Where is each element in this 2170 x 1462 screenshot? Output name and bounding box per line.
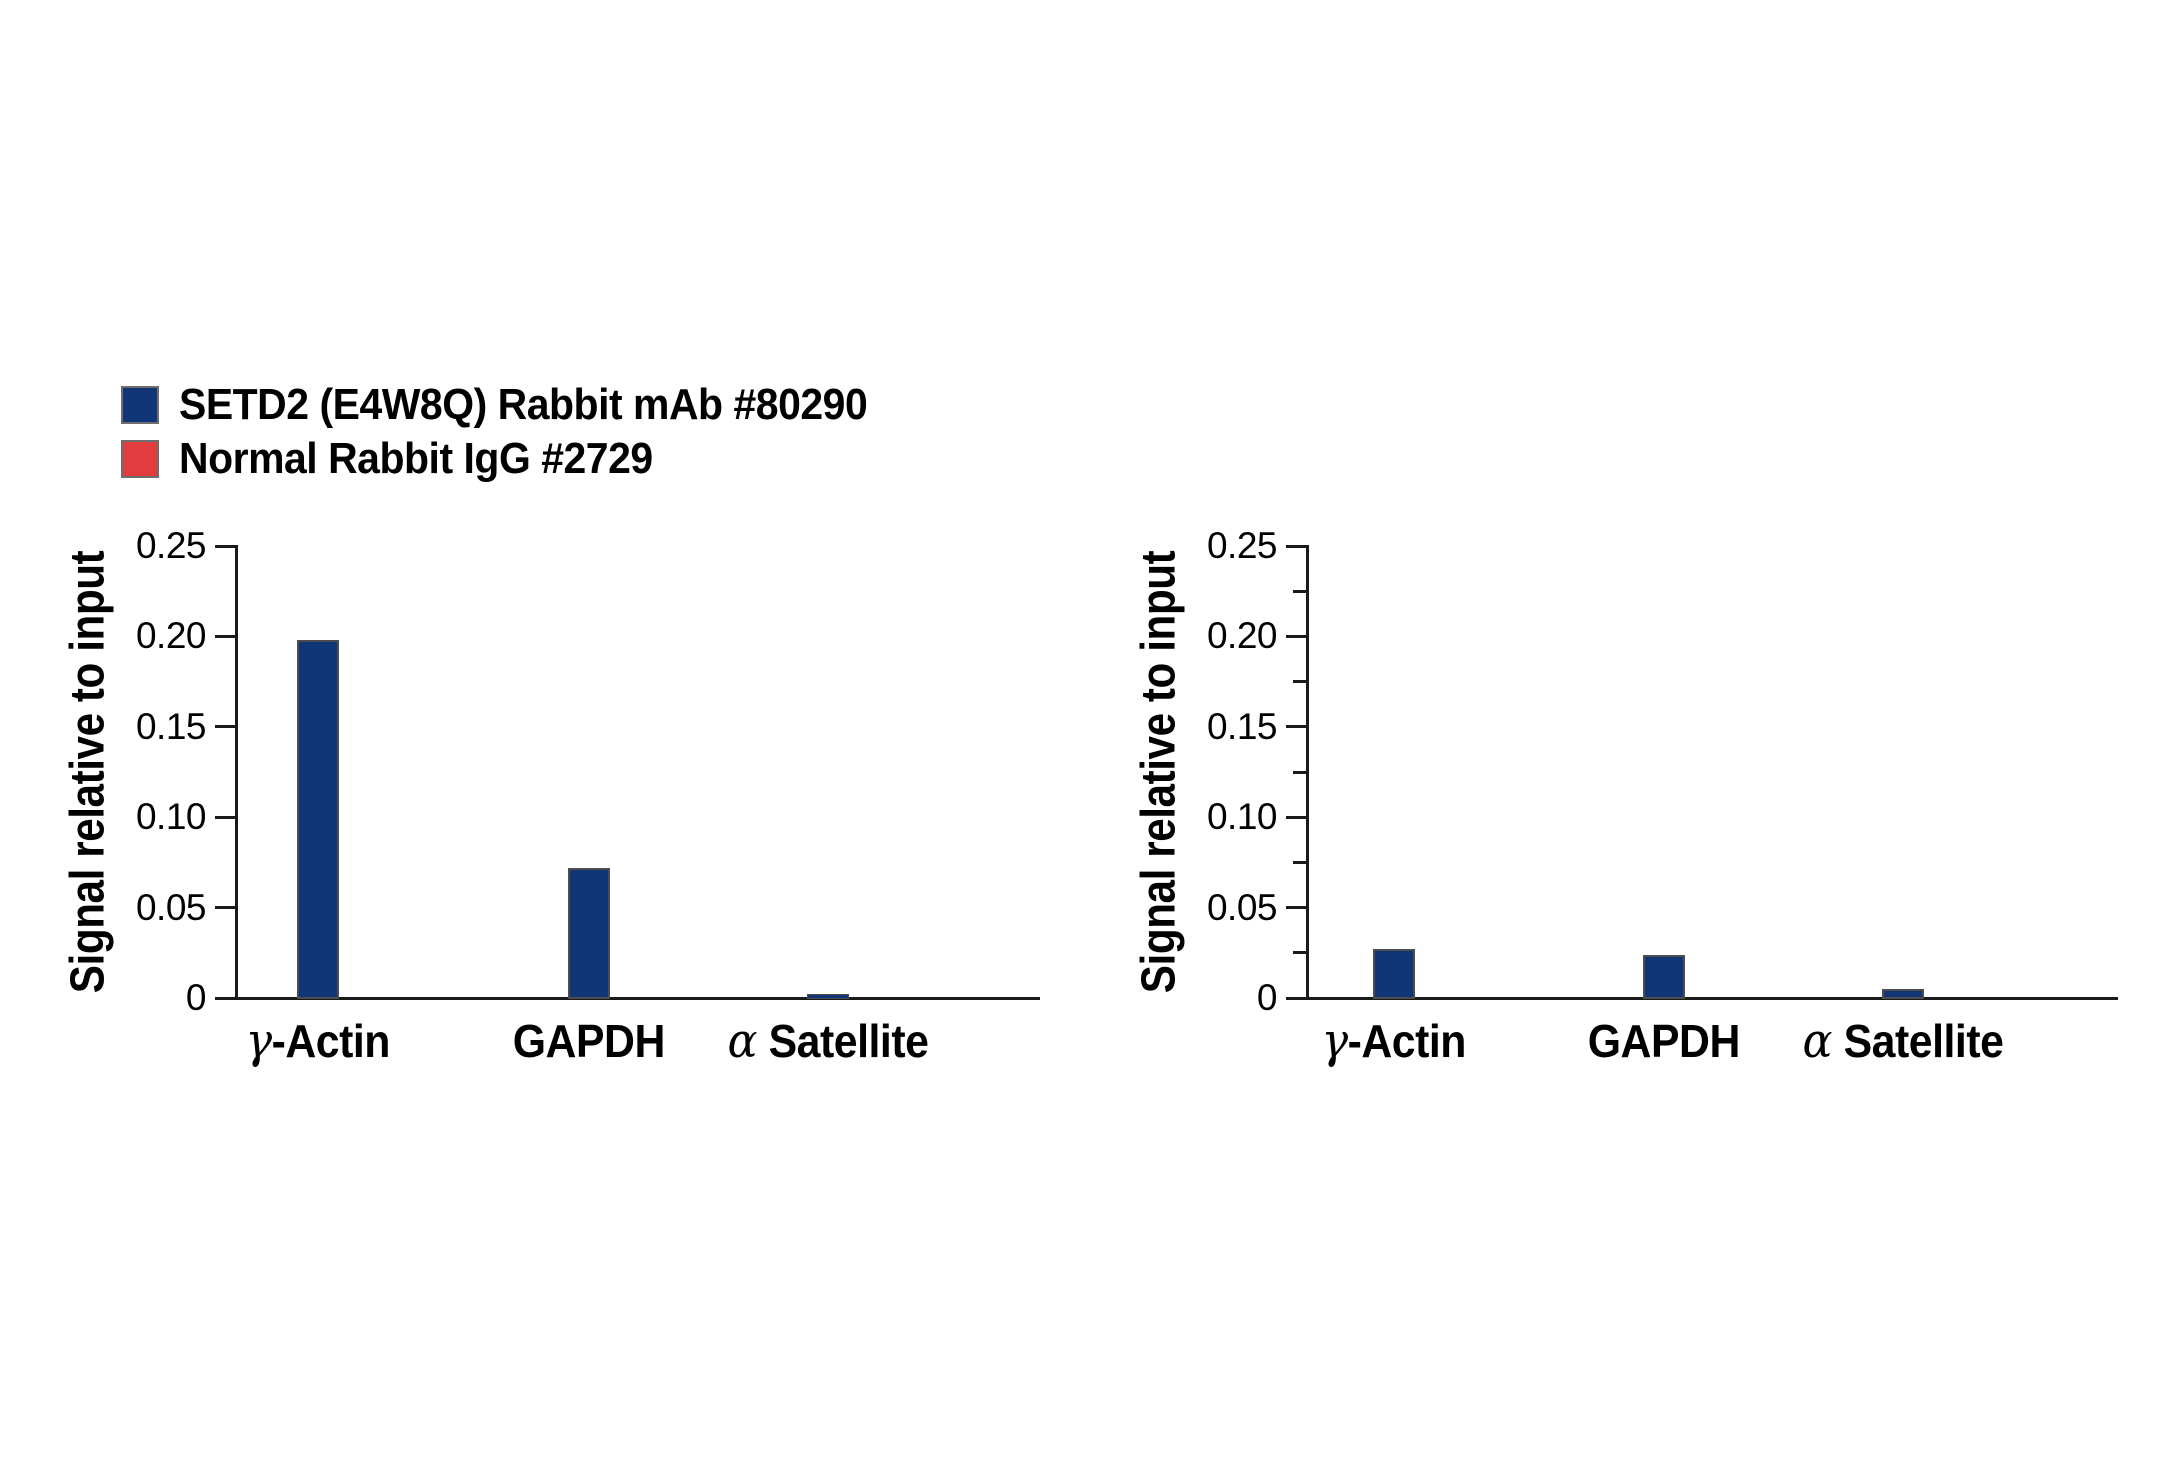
- y-tick-label: 0.25: [135, 525, 207, 566]
- y-axis-line: [235, 544, 238, 1000]
- y-minor-tick: [1293, 770, 1306, 774]
- y-tick-label: 0: [185, 977, 207, 1018]
- category-label: γ-Actin: [148, 1014, 488, 1069]
- y-tick-label: 0: [1256, 977, 1278, 1018]
- category-label: α Satellite: [1733, 1014, 2073, 1069]
- y-major-tick: [215, 906, 235, 910]
- y-tick-label: 0.10: [1206, 796, 1278, 838]
- category-label: GAPDH: [1494, 1014, 1834, 1068]
- category-label-text: α Satellite: [727, 1014, 929, 1069]
- y-tick-label: 0.15: [1206, 705, 1278, 747]
- y-axis-line: [1306, 544, 1309, 1000]
- y-tick-label: 0.05: [135, 886, 207, 928]
- category-label-text: GAPDH: [512, 1015, 666, 1067]
- y-major-tick: [215, 544, 235, 548]
- legend-item-normal-igg: Normal Rabbit IgG #2729: [121, 434, 919, 483]
- bar-satellite: [807, 994, 849, 1000]
- y-tick-label: 0.15: [135, 705, 207, 747]
- y-major-tick: [215, 996, 235, 1000]
- category-label: GAPDH: [419, 1014, 759, 1068]
- x-axis-line: [235, 996, 1040, 1000]
- y-tick-label: 0.20: [1206, 615, 1278, 657]
- bar-actin: [1373, 949, 1415, 1000]
- category-label-text: γ-Actin: [245, 1014, 391, 1069]
- y-major-tick: [1286, 725, 1306, 729]
- y-minor-tick: [1293, 860, 1306, 864]
- legend-swatch-red: [121, 440, 159, 478]
- category-label-text: α Satellite: [1802, 1014, 2004, 1069]
- y-minor-tick: [1293, 951, 1306, 955]
- bar-gapdh: [568, 867, 610, 1000]
- category-label: γ-Actin: [1224, 1014, 1564, 1069]
- category-label: α Satellite: [658, 1014, 998, 1069]
- y-axis-title: Signal relative to input: [61, 550, 115, 994]
- legend-swatch-blue: [121, 386, 159, 424]
- y-major-tick: [1286, 815, 1306, 819]
- y-major-tick: [1286, 544, 1306, 548]
- x-axis-line: [1306, 996, 2118, 1000]
- y-major-tick: [1286, 996, 1306, 1000]
- bar-gapdh: [1643, 954, 1685, 1000]
- y-tick-label: 0.05: [1206, 886, 1278, 928]
- category-label-text: GAPDH: [1587, 1015, 1741, 1067]
- legend-item-setd2-mab: SETD2 (E4W8Q) Rabbit mAb #80290: [121, 380, 919, 429]
- y-major-tick: [1286, 906, 1306, 910]
- y-major-tick: [1286, 634, 1306, 638]
- greek-letter: γ: [245, 1014, 273, 1069]
- y-tick-label: 0.20: [135, 615, 207, 657]
- greek-letter: α: [727, 1014, 758, 1069]
- y-major-tick: [215, 815, 235, 819]
- y-minor-tick: [1293, 589, 1306, 593]
- legend-label-normal-igg: Normal Rabbit IgG #2729: [179, 434, 653, 483]
- bar-actin: [297, 640, 339, 1000]
- legend: SETD2 (E4W8Q) Rabbit mAb #80290 Normal R…: [121, 380, 919, 494]
- y-axis-title: Signal relative to input: [1132, 550, 1186, 994]
- y-major-tick: [215, 725, 235, 729]
- greek-letter: α: [1802, 1014, 1833, 1069]
- category-label-text: γ-Actin: [1321, 1014, 1467, 1069]
- legend-label-setd2-mab: SETD2 (E4W8Q) Rabbit mAb #80290: [179, 380, 868, 429]
- y-tick-label: 0.25: [1206, 525, 1278, 566]
- y-minor-tick: [1293, 680, 1306, 684]
- y-tick-label: 0.10: [135, 796, 207, 838]
- greek-letter: γ: [1321, 1014, 1349, 1069]
- y-major-tick: [215, 634, 235, 638]
- bar-satellite: [1882, 988, 1924, 1000]
